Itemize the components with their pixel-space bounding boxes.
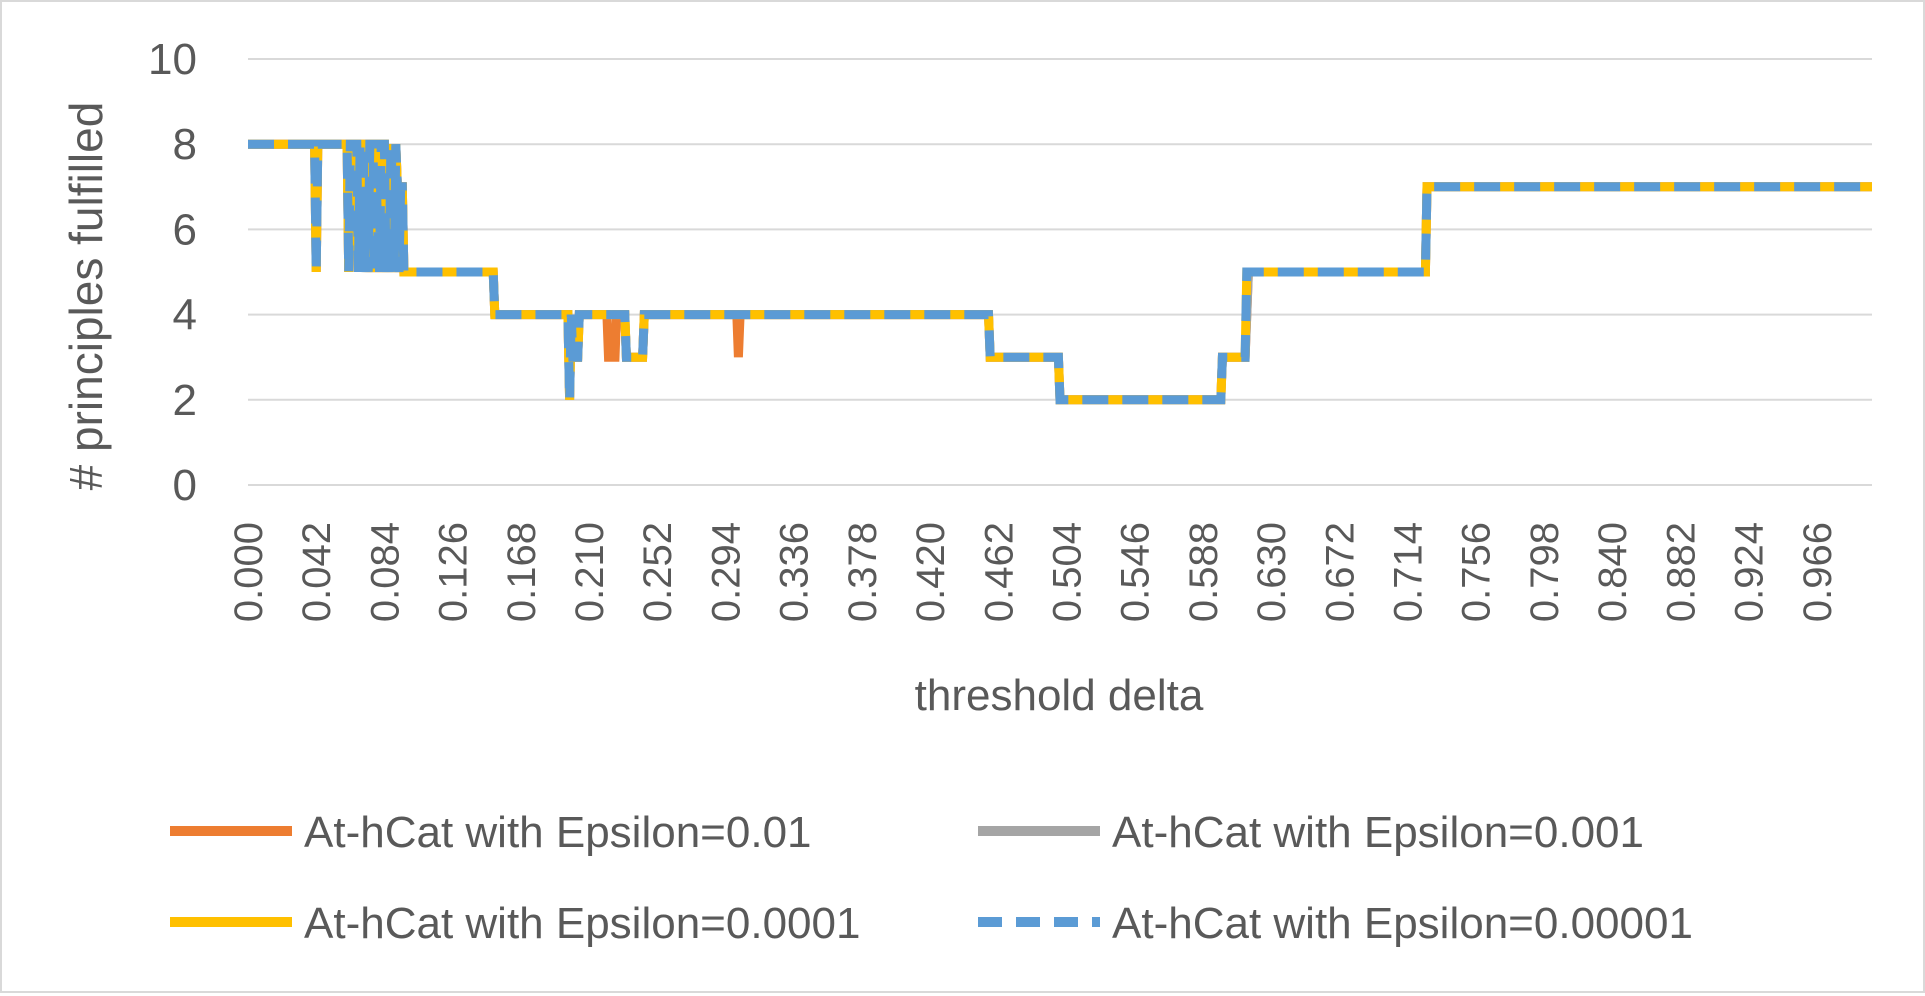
y-tick-label: 6 <box>173 205 197 254</box>
x-tick-label: 0.084 <box>363 522 407 622</box>
x-tick-label: 0.378 <box>841 522 885 622</box>
x-tick-label: 0.882 <box>1659 522 1703 622</box>
legend-label-4: At-hCat with Epsilon=0.00001 <box>1112 899 1693 948</box>
x-axis-ticks: 0.000 0.042 0.084 0.126 0.168 0.210 0.252 0.294… <box>227 522 1840 622</box>
legend-label-2: At-hCat with Epsilon=0.001 <box>1112 808 1644 857</box>
x-tick-label: 0.126 <box>432 522 476 622</box>
y-tick-label: 10 <box>148 35 197 84</box>
y-tick-label: 0 <box>173 461 197 510</box>
x-tick-label: 0.630 <box>1250 522 1294 622</box>
legend-label-3: At-hCat with Epsilon=0.0001 <box>304 899 860 948</box>
x-tick-label: 0.798 <box>1523 522 1567 622</box>
x-tick-label: 0.462 <box>977 522 1021 622</box>
x-tick-label: 0.252 <box>636 522 680 622</box>
x-tick-label: 0.714 <box>1387 522 1431 622</box>
x-tick-label: 0.168 <box>500 522 544 622</box>
x-tick-label: 0.420 <box>909 522 953 622</box>
x-axis-title: threshold delta <box>915 671 1204 720</box>
x-tick-label: 0.294 <box>704 522 748 622</box>
y-tick-label: 2 <box>173 376 197 425</box>
legend-label-1: At-hCat with Epsilon=0.01 <box>304 808 812 857</box>
x-tick-label: 0.504 <box>1045 522 1089 622</box>
x-tick-label: 0.756 <box>1455 522 1499 622</box>
x-tick-label: 0.336 <box>773 522 817 622</box>
x-tick-label: 0.966 <box>1796 522 1840 622</box>
x-tick-label: 0.000 <box>227 522 271 622</box>
series-line-4 <box>248 139 1872 405</box>
x-tick-label: 0.588 <box>1182 522 1226 622</box>
x-tick-label: 0.042 <box>295 522 339 622</box>
y-axis-title: # principles fulfilled <box>60 102 112 491</box>
x-tick-label: 0.924 <box>1728 522 1772 622</box>
y-axis-ticks: 0 2 4 6 8 10 <box>148 35 197 510</box>
x-tick-label: 0.546 <box>1114 522 1158 622</box>
x-tick-label: 0.672 <box>1318 522 1362 622</box>
x-tick-label: 0.840 <box>1591 522 1635 622</box>
y-tick-label: 4 <box>173 291 197 340</box>
y-tick-label: 8 <box>173 120 197 169</box>
x-tick-label: 0.210 <box>568 522 612 622</box>
plot-series <box>248 139 1872 405</box>
legend: At-hCat with Epsilon=0.01 At-hCat with Ep… <box>170 808 1693 948</box>
